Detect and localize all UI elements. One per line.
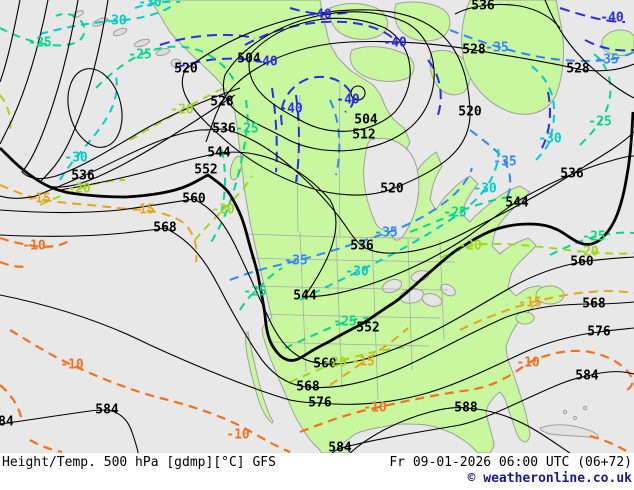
greenland bbox=[461, 0, 564, 115]
copyright-text: © weatheronline.co.uk bbox=[467, 471, 632, 486]
land-layer bbox=[149, 0, 634, 453]
baja-peninsula bbox=[245, 330, 274, 424]
temp-contour-minus35 bbox=[229, 29, 634, 281]
caption-row: Height/Temp. 500 hPa [gdmp][°C] GFS Fr 0… bbox=[2, 455, 632, 470]
temp-contour-minus40 bbox=[159, 7, 634, 183]
maritime-island bbox=[535, 285, 565, 305]
island-top-right bbox=[601, 29, 634, 56]
arctic-island bbox=[349, 46, 415, 82]
temp-contour-minus30 bbox=[39, 0, 556, 301]
temp-contour-minus15 bbox=[0, 184, 634, 386]
copyright-row: © weatheronline.co.uk bbox=[2, 471, 632, 486]
temp-contour-minus25 bbox=[0, 12, 634, 349]
map-graphic bbox=[0, 0, 634, 453]
border-graticule bbox=[245, 81, 456, 401]
temp-contours bbox=[0, 0, 634, 453]
weather-map: 504 520 528 536 544 552 560 568 536 504 512 536 528 5… bbox=[0, 0, 634, 455]
caption-datetime-text: Fr 09-01-2026 06:00 UTC (06+72) bbox=[389, 455, 632, 470]
caption-bar: Height/Temp. 500 hPa [gdmp][°C] GFS Fr 0… bbox=[0, 453, 634, 490]
caption-left-text: Height/Temp. 500 hPa [gdmp][°C] GFS bbox=[2, 455, 276, 470]
height-contour-552-bold bbox=[0, 111, 634, 362]
maritime-island bbox=[515, 311, 535, 325]
height-contours bbox=[0, 0, 634, 453]
temp-contour-minus10 bbox=[0, 236, 634, 453]
